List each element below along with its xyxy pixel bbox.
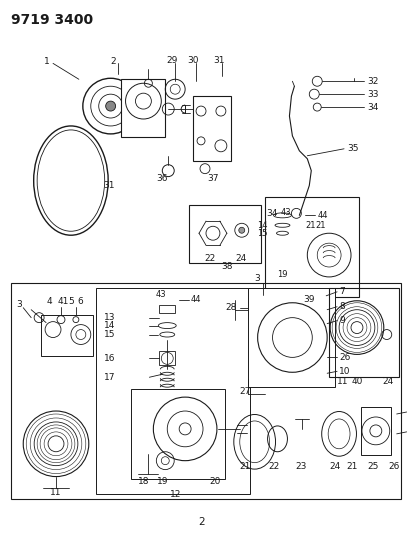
Text: 39: 39	[304, 295, 315, 304]
Text: 40: 40	[351, 377, 363, 386]
Text: 21: 21	[305, 221, 316, 230]
Text: 44: 44	[317, 211, 328, 220]
Bar	[159, 305, 175, 313]
Text: 9719 3400: 9719 3400	[12, 13, 93, 27]
Text: 5: 5	[68, 297, 74, 306]
Text: 18: 18	[138, 477, 149, 486]
Bar	[265, 197, 359, 297]
Text: 26: 26	[339, 353, 351, 362]
Text: 14: 14	[257, 221, 268, 230]
Text: 37: 37	[207, 174, 219, 183]
Text: 36: 36	[157, 174, 168, 183]
Text: 20: 20	[209, 477, 221, 486]
Text: 38: 38	[221, 262, 233, 271]
Text: 3: 3	[16, 300, 22, 309]
Text: 10: 10	[339, 367, 351, 376]
Text: 15: 15	[104, 330, 115, 339]
Text: 8: 8	[339, 302, 345, 311]
Text: 34: 34	[367, 102, 378, 111]
Text: 22: 22	[204, 254, 216, 263]
Text: 28: 28	[225, 303, 236, 312]
Text: 23: 23	[296, 462, 307, 471]
Bar	[361, 407, 391, 455]
Text: 34: 34	[266, 209, 277, 218]
Bar	[12, 283, 401, 499]
Text: 44: 44	[191, 295, 202, 304]
Text: 33: 33	[367, 90, 379, 99]
Circle shape	[106, 101, 115, 111]
Text: 24: 24	[383, 377, 394, 386]
Text: 29: 29	[166, 56, 178, 65]
Text: 9: 9	[339, 316, 345, 325]
Text: 25: 25	[367, 462, 379, 471]
Text: 22: 22	[268, 462, 279, 471]
Text: 21: 21	[315, 221, 326, 230]
Text: 19: 19	[277, 270, 288, 279]
Bar	[248, 288, 335, 387]
Text: 24: 24	[235, 254, 246, 263]
Text: 14: 14	[104, 321, 115, 330]
Text: 15: 15	[257, 229, 268, 238]
Text: 19: 19	[157, 477, 168, 486]
Text: 21: 21	[346, 462, 358, 471]
Text: 31: 31	[213, 56, 225, 65]
Bar	[193, 96, 231, 161]
Text: 6: 6	[77, 297, 83, 306]
Text: 13: 13	[104, 313, 115, 322]
Text: 3: 3	[255, 274, 261, 284]
Text: 11: 11	[50, 488, 62, 497]
Text: 32: 32	[367, 77, 378, 86]
Text: 1: 1	[44, 57, 50, 66]
Text: 2: 2	[111, 57, 116, 66]
Text: 11: 11	[337, 377, 349, 386]
Bar	[41, 314, 93, 357]
Bar	[189, 205, 261, 263]
Text: 41: 41	[58, 297, 69, 306]
Text: 16: 16	[104, 354, 115, 363]
Bar	[329, 288, 399, 377]
Text: 43: 43	[155, 290, 166, 300]
Text: 26: 26	[388, 462, 399, 471]
Text: 21: 21	[239, 462, 250, 471]
Bar	[131, 389, 225, 479]
Text: 17: 17	[104, 373, 115, 382]
Bar	[96, 288, 250, 495]
Text: 30: 30	[187, 56, 199, 65]
Text: 4: 4	[46, 297, 52, 306]
Text: 12: 12	[169, 490, 181, 499]
Text: 35: 35	[347, 144, 358, 154]
Text: 43: 43	[280, 208, 291, 217]
Text: 2: 2	[199, 517, 206, 527]
Circle shape	[239, 227, 245, 233]
Bar	[159, 351, 175, 365]
Text: 31: 31	[103, 181, 114, 190]
Text: 27: 27	[239, 386, 250, 395]
Text: 7: 7	[339, 287, 345, 296]
Bar	[120, 79, 165, 137]
Text: 24: 24	[330, 462, 341, 471]
